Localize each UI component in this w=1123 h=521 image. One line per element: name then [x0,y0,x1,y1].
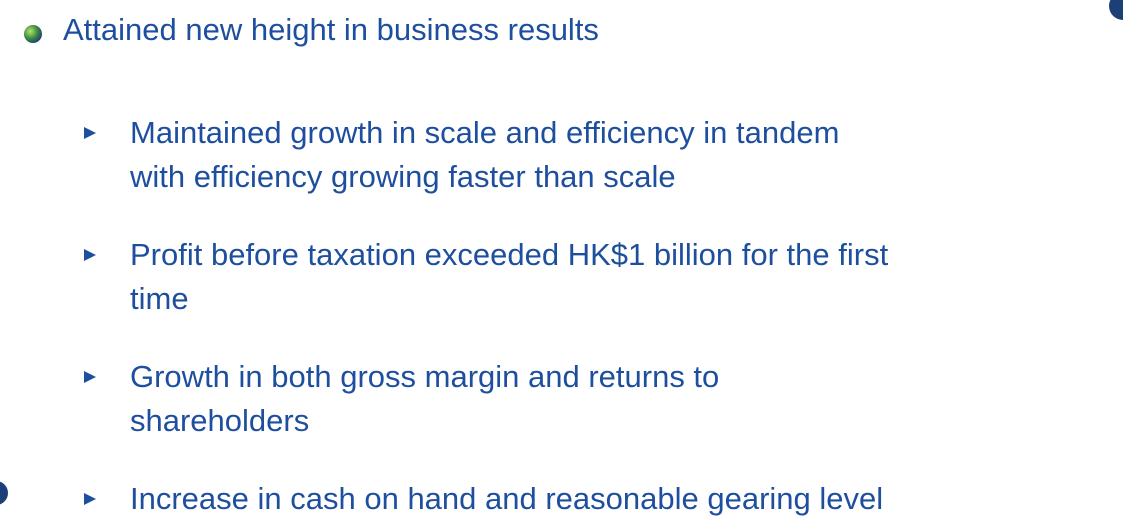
heading: Attained new height in business results [63,12,599,47]
bullet-line: Maintained growth in scale and efficienc… [130,115,840,150]
bullet-line: Increase in cash on hand and reasonable … [130,481,884,516]
bullet-line: shareholders [130,403,310,438]
sub-bullet [84,493,96,505]
corner-circle [0,481,8,505]
sub-bullets [84,127,96,505]
bullet-line: Profit before taxation exceeded HK$1 bil… [130,237,889,272]
corner-circle [1109,0,1123,20]
bullet-line: time [130,281,189,316]
sub-bullet [84,371,96,383]
heading-bullet [24,25,42,43]
sub-bullet [84,249,96,261]
sub-bullet [84,127,96,139]
bullet-line: Growth in both gross margin and returns … [130,359,720,394]
bullet-line: with efficiency growing faster than scal… [130,159,676,194]
